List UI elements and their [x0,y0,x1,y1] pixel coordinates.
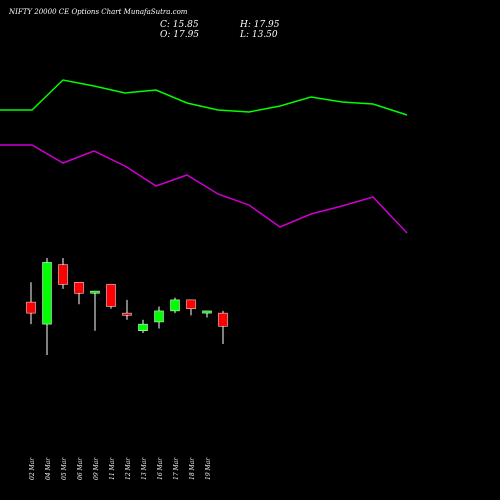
candle-body [154,310,164,323]
x-tick-label: 19 Mar [205,457,212,480]
high-value: H: 17.95 [240,20,280,30]
x-tick-label: 12 Mar [125,457,132,480]
x-tick-label: 18 Mar [189,457,196,480]
candle-body [42,262,52,325]
x-tick-label: 04 Mar [45,457,52,480]
candle-body [26,301,36,314]
candle-body [202,310,212,314]
low-value: L: 13.50 [240,30,278,40]
candle-body [122,312,132,316]
candle-body [218,312,228,327]
candle-body [106,284,116,307]
candle-body [90,290,100,294]
candle-body [138,323,148,331]
candle-body [186,299,196,309]
x-tick-label: 16 Mar [157,457,164,480]
x-tick-label: 09 Mar [93,457,100,480]
x-tick-label: 06 Mar [77,457,84,480]
close-value: C: 15.85 [160,20,199,30]
candle-body [58,264,68,285]
x-tick-label: 13 Mar [141,457,148,480]
open-value: O: 17.95 [160,30,200,40]
x-tick-label: 05 Mar [61,457,68,480]
x-tick-label: 17 Mar [173,457,180,480]
x-tick-label: 02 Mar [29,457,36,480]
candle-body [74,282,84,294]
x-tick-label: 11 Mar [109,457,116,480]
magenta-line-series [0,144,408,234]
green-line-series [0,79,408,116]
candle-body [170,299,180,312]
chart-title: NIFTY 20000 CE Options Chart MunafaSutra… [9,8,188,16]
